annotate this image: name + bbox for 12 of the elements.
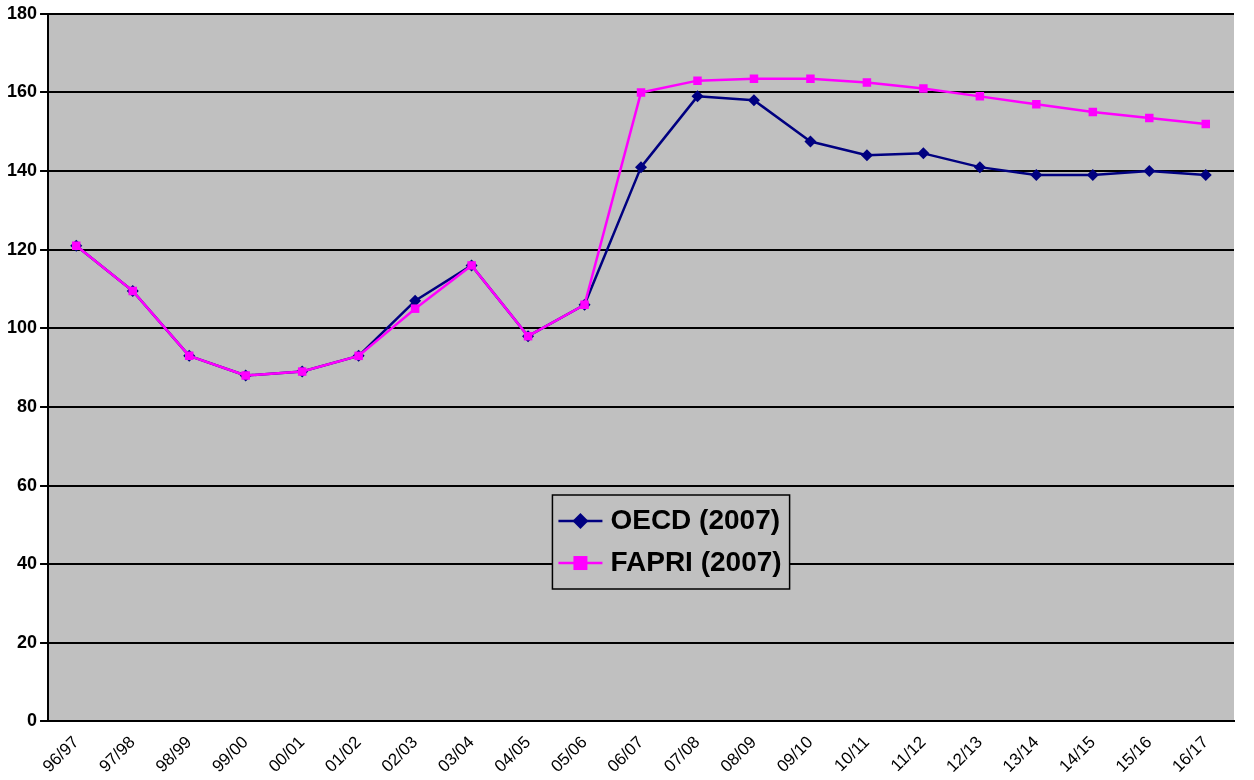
- y-tick-label: 140: [6, 160, 38, 181]
- y-tick-label: 40: [17, 553, 38, 574]
- y-tick-label: 120: [6, 238, 38, 259]
- y-tick-label: 20: [17, 631, 38, 652]
- legend-label: OECD (2007): [610, 503, 781, 535]
- y-tick-label: 180: [6, 2, 38, 23]
- legend-label: FAPRI (2007): [610, 545, 782, 577]
- y-tick-label: 80: [17, 395, 38, 416]
- y-tick-label: 100: [6, 317, 38, 338]
- y-tick-label: 60: [17, 474, 38, 495]
- y-tick-label: 0: [27, 710, 38, 731]
- y-tick-label: 160: [6, 81, 38, 102]
